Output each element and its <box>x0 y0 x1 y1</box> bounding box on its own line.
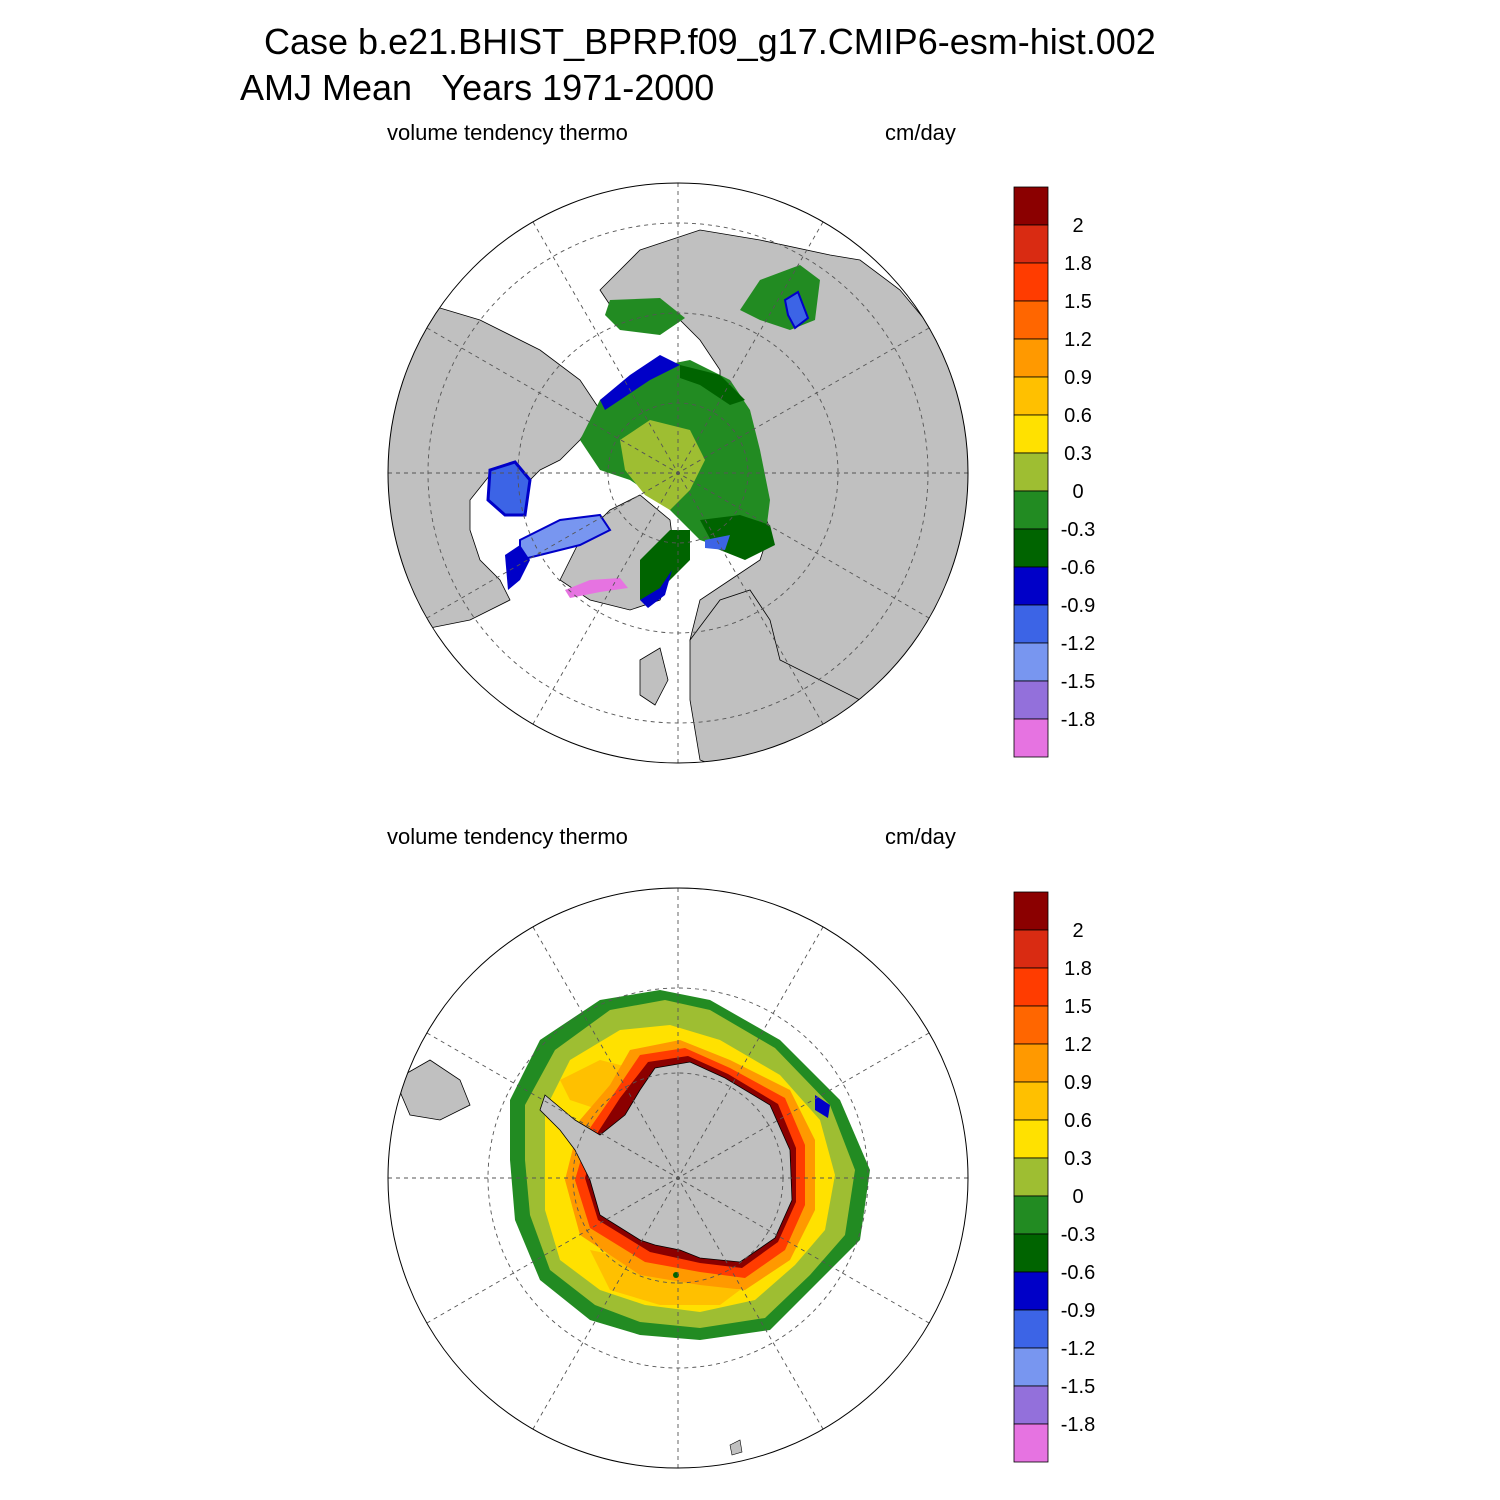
north-colorbar-box <box>1013 338 1049 378</box>
south-colorbar-tick-label: 1.2 <box>1064 1034 1092 1056</box>
south-colorbar-tick-label: 0 <box>1072 1186 1083 1208</box>
north-colorbar-tick-label: -1.2 <box>1061 633 1095 655</box>
north-colorbar-box <box>1013 604 1049 644</box>
north-map-units-label: cm/day <box>885 120 956 145</box>
south-colorbar-box <box>1013 1005 1049 1045</box>
north-colorbar-tick-label: 1.8 <box>1064 253 1092 275</box>
north-colorbar-box <box>1013 300 1049 340</box>
south-colorbar-tick-label: 1.8 <box>1064 958 1092 980</box>
south-colorbar-box <box>1013 1195 1049 1235</box>
south-ice-east-antarctic-negative <box>815 1095 830 1118</box>
north-colorbar-box <box>1013 642 1049 682</box>
north-colorbar-tick-label: -0.3 <box>1061 519 1095 541</box>
south-colorbar-tick-label: 0.9 <box>1064 1072 1092 1094</box>
north-polar-map <box>387 182 969 764</box>
north-colorbar-tick-label: 0.3 <box>1064 443 1092 465</box>
south-colorbar-box <box>1013 1233 1049 1273</box>
north-ice-barents-edge <box>705 535 730 550</box>
south-colorbar-box <box>1013 1119 1049 1159</box>
north-ice-hudson-bay <box>486 460 532 517</box>
north-colorbar-tick-label: 0.6 <box>1064 405 1092 427</box>
north-ice-laptev-edge <box>680 365 745 405</box>
south-land-small-island <box>729 1439 743 1456</box>
south-colorbar-tick-label: 0.3 <box>1064 1148 1092 1170</box>
south-colorbar-box <box>1013 1309 1049 1349</box>
south-colorbar-tick-label: -1.8 <box>1061 1414 1095 1436</box>
south-colorbar-box <box>1013 929 1049 969</box>
south-ice-ross-anomaly <box>673 1272 679 1278</box>
south-colorbar-box <box>1013 1157 1049 1197</box>
south-colorbar-tick-label: -0.9 <box>1061 1300 1095 1322</box>
north-colorbar-tick-label: -0.9 <box>1061 595 1095 617</box>
north-colorbar-tick-label: 0.9 <box>1064 367 1092 389</box>
figure-title-period: AMJ Mean Years 1971-2000 <box>240 67 715 108</box>
north-map-variable-label: volume tendency thermo <box>387 120 628 145</box>
south-colorbar: 2 1.8 1.5 1.2 0.9 0.6 0.3 0 -0.3 -0.6 -0.9 -1.2 -1.5… <box>1013 891 1095 1463</box>
north-colorbar-box <box>1013 414 1049 454</box>
north-ice-labrador <box>505 545 530 590</box>
figure-title-case: Case b.e21.BHIST_BPRP.f09_g17.CMIP6-esm-… <box>264 21 1156 62</box>
south-colorbar-tick-label: -0.6 <box>1061 1262 1095 1284</box>
north-ice-central-positive <box>620 420 705 510</box>
north-colorbar-box <box>1013 490 1049 530</box>
north-colorbar-box <box>1013 186 1049 226</box>
south-colorbar-box <box>1013 1385 1049 1425</box>
south-map-units-label: cm/day <box>885 824 956 849</box>
north-colorbar-box <box>1013 452 1049 492</box>
south-colorbar-tick-label: 1.5 <box>1064 996 1092 1018</box>
south-map-variable-label: volume tendency thermo <box>387 824 628 849</box>
south-colorbar-tick-label: 0.6 <box>1064 1110 1092 1132</box>
north-ice-okhotsk-edge <box>783 290 810 330</box>
north-ice-east-greenland-edge <box>640 570 672 608</box>
north-colorbar-tick-label: 0 <box>1072 481 1083 503</box>
south-colorbar-box <box>1013 1423 1049 1463</box>
north-colorbar-box <box>1013 376 1049 416</box>
north-colorbar-tick-label: 2 <box>1072 215 1083 237</box>
south-colorbar-box <box>1013 1347 1049 1387</box>
north-colorbar-tick-label: -1.8 <box>1061 709 1095 731</box>
north-land-uk <box>639 647 669 706</box>
north-colorbar-tick-label: 1.5 <box>1064 291 1092 313</box>
south-land-antarctica <box>539 1061 793 1263</box>
south-polar-map <box>387 887 969 1469</box>
south-colorbar-box <box>1013 891 1049 931</box>
south-colorbar-tick-label: -1.5 <box>1061 1376 1095 1398</box>
north-colorbar-box <box>1013 528 1049 568</box>
south-colorbar-tick-label: -0.3 <box>1061 1224 1095 1246</box>
north-ice-davis-strait <box>565 578 628 598</box>
north-colorbar-box <box>1013 718 1049 758</box>
north-colorbar-box <box>1013 224 1049 264</box>
south-colorbar-tick-label: -1.2 <box>1061 1338 1095 1360</box>
south-colorbar-box <box>1013 967 1049 1007</box>
south-colorbar-box <box>1013 1043 1049 1083</box>
north-colorbar-box <box>1013 566 1049 606</box>
north-colorbar: 2 1.8 1.5 1.2 0.9 0.6 0.3 0 -0.3 -0.6 -0.9 -1.2 -1.5… <box>1013 186 1095 758</box>
north-colorbar-box <box>1013 680 1049 720</box>
south-colorbar-box <box>1013 1081 1049 1121</box>
north-colorbar-tick-label: -0.6 <box>1061 557 1095 579</box>
north-colorbar-tick-label: 1.2 <box>1064 329 1092 351</box>
north-colorbar-box <box>1013 262 1049 302</box>
north-ice-east-greenland <box>640 530 690 600</box>
south-land-south-america <box>394 1059 471 1121</box>
south-colorbar-tick-label: 2 <box>1072 920 1083 942</box>
south-colorbar-box <box>1013 1271 1049 1311</box>
north-ice-siberian-edge <box>600 355 680 410</box>
north-colorbar-tick-label: -1.5 <box>1061 671 1095 693</box>
